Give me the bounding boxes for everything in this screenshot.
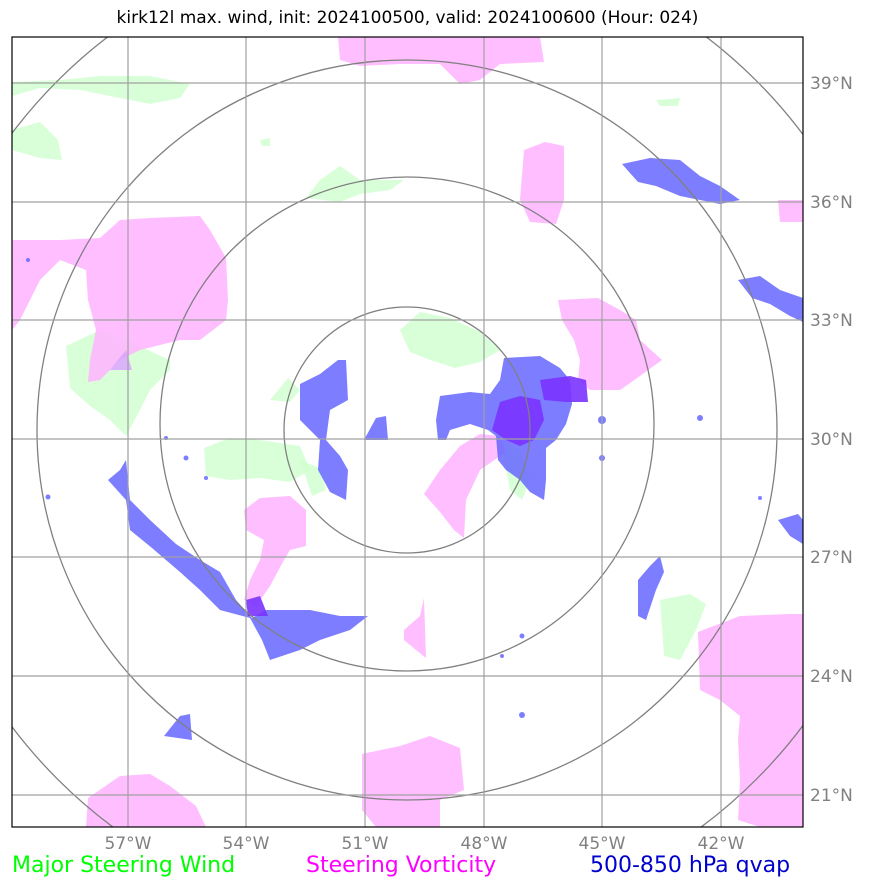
- longitude-labels: 57°W 54°W 51°W 48°W 45°W 42°W: [105, 834, 745, 854]
- range-ring: [159, 176, 655, 672]
- wind-area: [400, 312, 500, 368]
- qvap-area: [364, 416, 388, 440]
- wind-area: [260, 138, 270, 146]
- qvap-dot: [183, 455, 189, 461]
- qvap-dot: [26, 258, 30, 262]
- wind-area: [306, 166, 404, 202]
- lat-label: 39°N: [810, 74, 853, 94]
- lat-label: 24°N: [810, 667, 853, 687]
- latitude-labels: 39°N 36°N 33°N 30°N 27°N 24°N 21°N: [810, 74, 853, 806]
- vorticity-area: [362, 736, 464, 827]
- overlap-area: [492, 396, 544, 446]
- lon-label: 42°W: [698, 834, 745, 854]
- map-title: kirk12l max. wind, init: 2024100500, val…: [116, 8, 699, 28]
- legend-qvap: 500-850 hPa qvap: [590, 853, 791, 878]
- vorticity-area: [778, 200, 803, 222]
- qvap-dot: [204, 476, 208, 480]
- vorticity-area: [86, 774, 206, 827]
- qvap-dot: [45, 494, 51, 500]
- lat-label: 21°N: [810, 786, 853, 806]
- range-ring: [283, 306, 531, 554]
- qvap-dot: [500, 654, 504, 658]
- steering-vorticity-areas: [12, 37, 803, 827]
- vorticity-area: [520, 142, 564, 224]
- wind-area: [656, 98, 680, 106]
- vorticity-area: [244, 496, 306, 606]
- wind-area: [660, 594, 706, 660]
- lon-label: 48°W: [461, 834, 508, 854]
- vorticity-area: [404, 598, 426, 658]
- lon-label: 45°W: [579, 834, 626, 854]
- overlap-area: [110, 350, 132, 370]
- legend-steering-vorticity: Steering Vorticity: [306, 853, 497, 878]
- vorticity-area: [558, 298, 662, 390]
- lon-label: 57°W: [105, 834, 152, 854]
- qvap-area: [300, 360, 348, 500]
- legend-steering-wind: Major Steering Wind: [12, 853, 236, 878]
- lon-label: 51°W: [342, 834, 389, 854]
- qvap-dot: [758, 496, 762, 500]
- wind-area: [204, 438, 310, 482]
- qvap-area: [738, 276, 803, 322]
- qvap-area: [108, 460, 368, 660]
- vorticity-area: [424, 434, 506, 538]
- lat-label: 36°N: [810, 193, 853, 213]
- qvap-area: [638, 556, 664, 620]
- graticule: [12, 37, 803, 827]
- lat-label: 33°N: [810, 311, 853, 331]
- qvap-dot: [519, 633, 525, 639]
- wind-area: [12, 122, 62, 160]
- qvap-area: [164, 714, 192, 740]
- qvap-dot: [519, 712, 525, 718]
- qvap-dot: [697, 415, 703, 421]
- overlap-area: [246, 596, 268, 616]
- vorticity-area: [338, 37, 544, 84]
- lat-label: 30°N: [810, 430, 853, 450]
- plot-frame: [11, 36, 804, 828]
- lon-label: 54°W: [223, 834, 270, 854]
- lat-label: 27°N: [810, 548, 853, 568]
- range-ring: [36, 59, 778, 801]
- qvap-area: [778, 514, 803, 544]
- overlap-area: [540, 376, 588, 402]
- wind-area: [270, 378, 300, 402]
- vorticity-area: [698, 614, 803, 827]
- overlap-areas: [110, 350, 588, 616]
